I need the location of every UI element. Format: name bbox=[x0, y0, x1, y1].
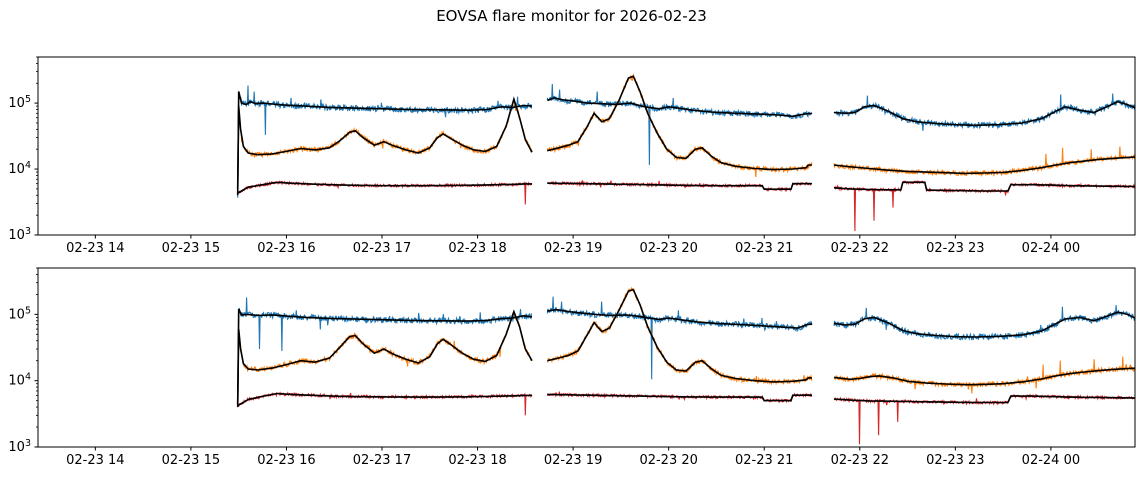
x-tick-label: 02-23 16 bbox=[257, 241, 315, 256]
series-red-smoothed bbox=[237, 392, 532, 407]
x-tick-label: 02-23 17 bbox=[353, 241, 411, 256]
x-tick-label: 02-23 21 bbox=[735, 453, 793, 468]
series-blue-raw bbox=[546, 83, 813, 166]
series-orange-smoothed bbox=[236, 309, 533, 404]
plot-area bbox=[236, 286, 1135, 445]
series-orange-smoothed bbox=[547, 75, 812, 171]
x-tick-label: 02-23 22 bbox=[831, 453, 889, 468]
y-tick-label: 105 bbox=[8, 305, 31, 322]
y-tick-label: 103 bbox=[8, 226, 31, 243]
x-tick-label: 02-24 00 bbox=[1022, 453, 1080, 468]
series-orange-raw bbox=[237, 99, 533, 190]
series-blue-raw bbox=[546, 296, 813, 380]
x-tick-label: 02-24 00 bbox=[1022, 241, 1080, 256]
panel-top: 02-23 14 02-23 15 02-23 16 02-23 17 02-23 18… bbox=[8, 56, 1136, 256]
x-tick-label: 02-23 23 bbox=[926, 241, 984, 256]
x-tick-label: 02-23 19 bbox=[544, 453, 602, 468]
series-orange-raw bbox=[833, 356, 1135, 394]
series-blue-smoothed bbox=[547, 97, 813, 118]
series-red-smoothed bbox=[833, 395, 1135, 404]
y-tick-label: 104 bbox=[8, 160, 31, 177]
series-orange-smoothed bbox=[833, 156, 1135, 175]
series-blue-raw bbox=[833, 305, 1135, 341]
series-orange-smoothed bbox=[833, 367, 1135, 386]
axes-spines bbox=[37, 267, 1136, 448]
series-orange-smoothed bbox=[236, 96, 533, 189]
axes-spines bbox=[37, 56, 1136, 236]
x-tick-label: 02-23 18 bbox=[448, 241, 506, 256]
x-tick-label: 02-23 15 bbox=[162, 453, 220, 468]
series-red-smoothed bbox=[237, 181, 532, 194]
panel-bottom: 02-23 14 02-23 15 02-23 16 02-23 17 02-23 18… bbox=[8, 267, 1136, 468]
series-orange-raw bbox=[833, 146, 1135, 178]
x-tick-label: 02-23 14 bbox=[66, 453, 124, 468]
x-tick-label: 02-23 14 bbox=[66, 241, 124, 256]
x-tick-label: 02-23 19 bbox=[544, 241, 602, 256]
y-tick-label: 103 bbox=[8, 438, 31, 455]
x-tick-label: 02-23 21 bbox=[735, 241, 793, 256]
y-tick-label: 105 bbox=[8, 94, 31, 111]
series-blue-smoothed bbox=[547, 308, 813, 329]
x-tick-label: 02-23 22 bbox=[831, 241, 889, 256]
series-blue-smoothed bbox=[236, 308, 533, 408]
x-tick-label: 02-23 16 bbox=[257, 453, 315, 468]
series-orange-smoothed bbox=[547, 288, 812, 383]
series-blue-smoothed bbox=[236, 91, 533, 196]
series-blue-smoothed bbox=[833, 311, 1135, 338]
x-tick-label: 02-23 20 bbox=[639, 241, 697, 256]
x-tick-label: 02-23 20 bbox=[639, 453, 697, 468]
figure-title: EOVSA flare monitor for 2026-02-23 bbox=[436, 7, 707, 25]
y-tick-label: 104 bbox=[8, 372, 31, 389]
series-blue-smoothed bbox=[833, 100, 1135, 127]
series-blue-raw bbox=[237, 297, 533, 405]
x-tick-label: 02-23 15 bbox=[162, 241, 220, 256]
plot-area bbox=[236, 72, 1135, 232]
x-tick-label: 02-23 23 bbox=[926, 453, 984, 468]
series-red-smoothed bbox=[547, 393, 812, 402]
x-tick-label: 02-23 18 bbox=[448, 453, 506, 468]
x-tick-label: 02-23 17 bbox=[353, 453, 411, 468]
series-red-raw bbox=[833, 180, 1135, 232]
series-red-smoothed bbox=[833, 181, 1135, 192]
series-red-smoothed bbox=[547, 182, 812, 190]
